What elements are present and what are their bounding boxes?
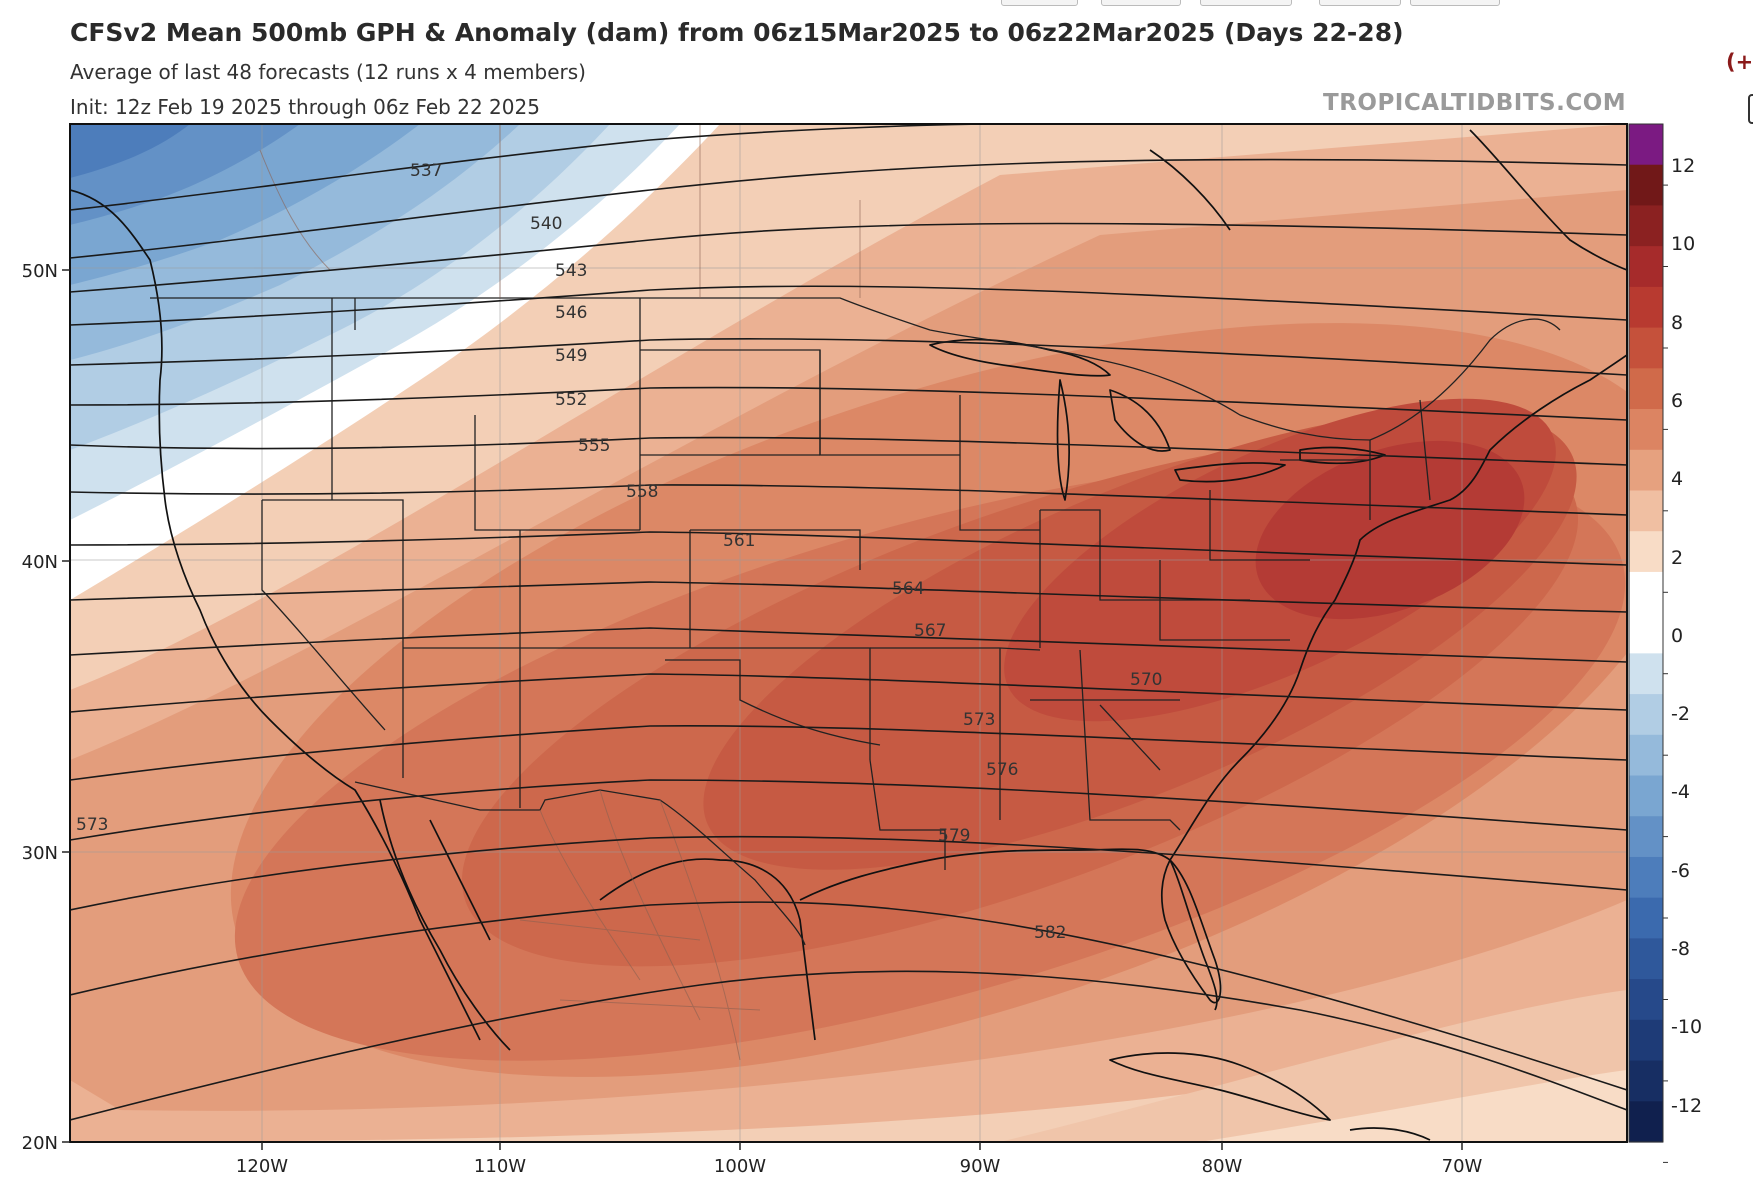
- contour-label: 564: [892, 579, 924, 599]
- longitude-axis: 120W 110W 100W 90W 80W 70W: [236, 1142, 1483, 1177]
- colorbar-swatch: [1629, 571, 1663, 614]
- contour-label: 582: [1034, 923, 1066, 943]
- lon-label: 120W: [236, 1156, 288, 1177]
- lat-label: 40N: [22, 552, 58, 573]
- colorbar-tick: 4: [1671, 468, 1683, 490]
- latitude-axis: 50N 40N 30N 20N: [22, 261, 70, 1154]
- colorbar-swatch: [1629, 409, 1663, 451]
- cropped-checkbox[interactable]: [1748, 94, 1753, 124]
- colorbar-swatch: [1629, 205, 1663, 247]
- colorbar: [1628, 123, 1668, 1163]
- toolbar-button[interactable]: [1200, 0, 1292, 6]
- lon-label: 90W: [960, 1156, 1001, 1177]
- contour-label: 540: [530, 214, 562, 234]
- lat-label: 30N: [22, 843, 58, 864]
- colorbar-tick: 0: [1671, 625, 1683, 647]
- chart-subtitle: Average of last 48 forecasts (12 runs x …: [70, 60, 586, 84]
- lon-label: 100W: [714, 1156, 766, 1177]
- colorbar-swatch: [1629, 1101, 1663, 1143]
- colorbar-tick: -10: [1671, 1016, 1702, 1038]
- colorbar-swatch: [1629, 897, 1663, 939]
- contour-label: 561: [723, 531, 755, 551]
- toolbar-button[interactable]: [1319, 0, 1401, 6]
- contour-label: 543: [555, 261, 587, 281]
- contour-label: 555: [578, 436, 610, 456]
- toolbar-button[interactable]: [1001, 0, 1078, 6]
- colorbar-swatch: [1629, 246, 1663, 288]
- lon-label: 70W: [1442, 1156, 1483, 1177]
- lat-label: 50N: [22, 261, 58, 282]
- colorbar-ticks: 12 10 8 6 4 2 0 -2 -4 -6 -8 -10 -12: [1671, 155, 1702, 1117]
- colorbar-tick: 8: [1671, 312, 1683, 334]
- colorbar-tick: -2: [1671, 703, 1690, 725]
- toolbar-button[interactable]: [1410, 0, 1500, 6]
- contour-label: 549: [555, 346, 587, 366]
- colorbar-tick: 10: [1671, 233, 1695, 255]
- colorbar-swatch: [1629, 775, 1663, 817]
- contour-label: 552: [555, 390, 587, 410]
- mexico-state-lines: [259, 124, 861, 1061]
- map-frame: [69, 123, 1628, 1143]
- colorbar-swatch: [1629, 286, 1663, 329]
- chart-title: CFSv2 Mean 500mb GPH & Anomaly (dam) fro…: [70, 18, 1404, 47]
- colorbar-swatch: [1629, 612, 1663, 654]
- contour-label: 546: [555, 303, 587, 323]
- colorbar-tick: -6: [1671, 860, 1690, 882]
- contour-label: 558: [626, 482, 658, 502]
- colorbar-swatch: [1629, 1060, 1663, 1102]
- site-watermark: TROPICALTIDBITS.COM: [1323, 90, 1627, 116]
- colorbar-swatch: [1629, 816, 1663, 858]
- colorbar-swatch: [1629, 164, 1663, 207]
- toolbar-button[interactable]: [1101, 0, 1181, 6]
- cropped-label: (+: [1726, 50, 1753, 74]
- contour-label: 573: [963, 710, 995, 730]
- init-time: Init: 12z Feb 19 2025 through 06z Feb 22…: [70, 95, 540, 119]
- colorbar-frame: [1628, 123, 1664, 1143]
- state-boundaries: [150, 297, 1561, 946]
- colorbar-swatch: [1629, 449, 1663, 492]
- colorbar-tick: -4: [1671, 781, 1690, 803]
- colorbar-swatch: [1629, 531, 1663, 573]
- colorbar-swatch: [1629, 734, 1663, 777]
- colorbar-tick: 6: [1671, 390, 1683, 412]
- lon-label: 80W: [1202, 1156, 1243, 1177]
- colorbar-swatch: [1629, 856, 1663, 899]
- gph-contours: [70, 124, 1627, 1121]
- colorbar-swatch: [1629, 979, 1663, 1021]
- contour-label: 570: [1130, 670, 1162, 690]
- colorbar-tick: -8: [1671, 938, 1690, 960]
- contour-label: 567: [914, 621, 946, 641]
- colorbar-swatch: [1629, 653, 1663, 695]
- colorbar-tick: 2: [1671, 547, 1683, 569]
- lat-label: 20N: [22, 1133, 58, 1154]
- colorbar-swatch: [1629, 490, 1663, 532]
- colorbar-swatch: [1629, 694, 1663, 736]
- colorbar-swatch: [1629, 368, 1663, 410]
- colorbar-swatch: [1629, 124, 1663, 166]
- anomaly-shading: [70, 124, 1627, 1142]
- contour-label: 573: [76, 815, 108, 835]
- contour-label: 537: [410, 161, 442, 181]
- contour-label: 579: [938, 826, 970, 846]
- lon-label: 110W: [474, 1156, 526, 1177]
- contour-labels: 537 540 543 546 549 552 555 558 561 564 …: [76, 161, 1162, 943]
- colorbar-swatch: [1629, 327, 1663, 369]
- contour-label: 576: [986, 760, 1018, 780]
- colorbar-swatch: [1629, 938, 1663, 980]
- colorbar-swatch: [1629, 1019, 1663, 1062]
- colorbar-tick: 12: [1671, 155, 1695, 177]
- colorbar-tick: -12: [1671, 1095, 1702, 1117]
